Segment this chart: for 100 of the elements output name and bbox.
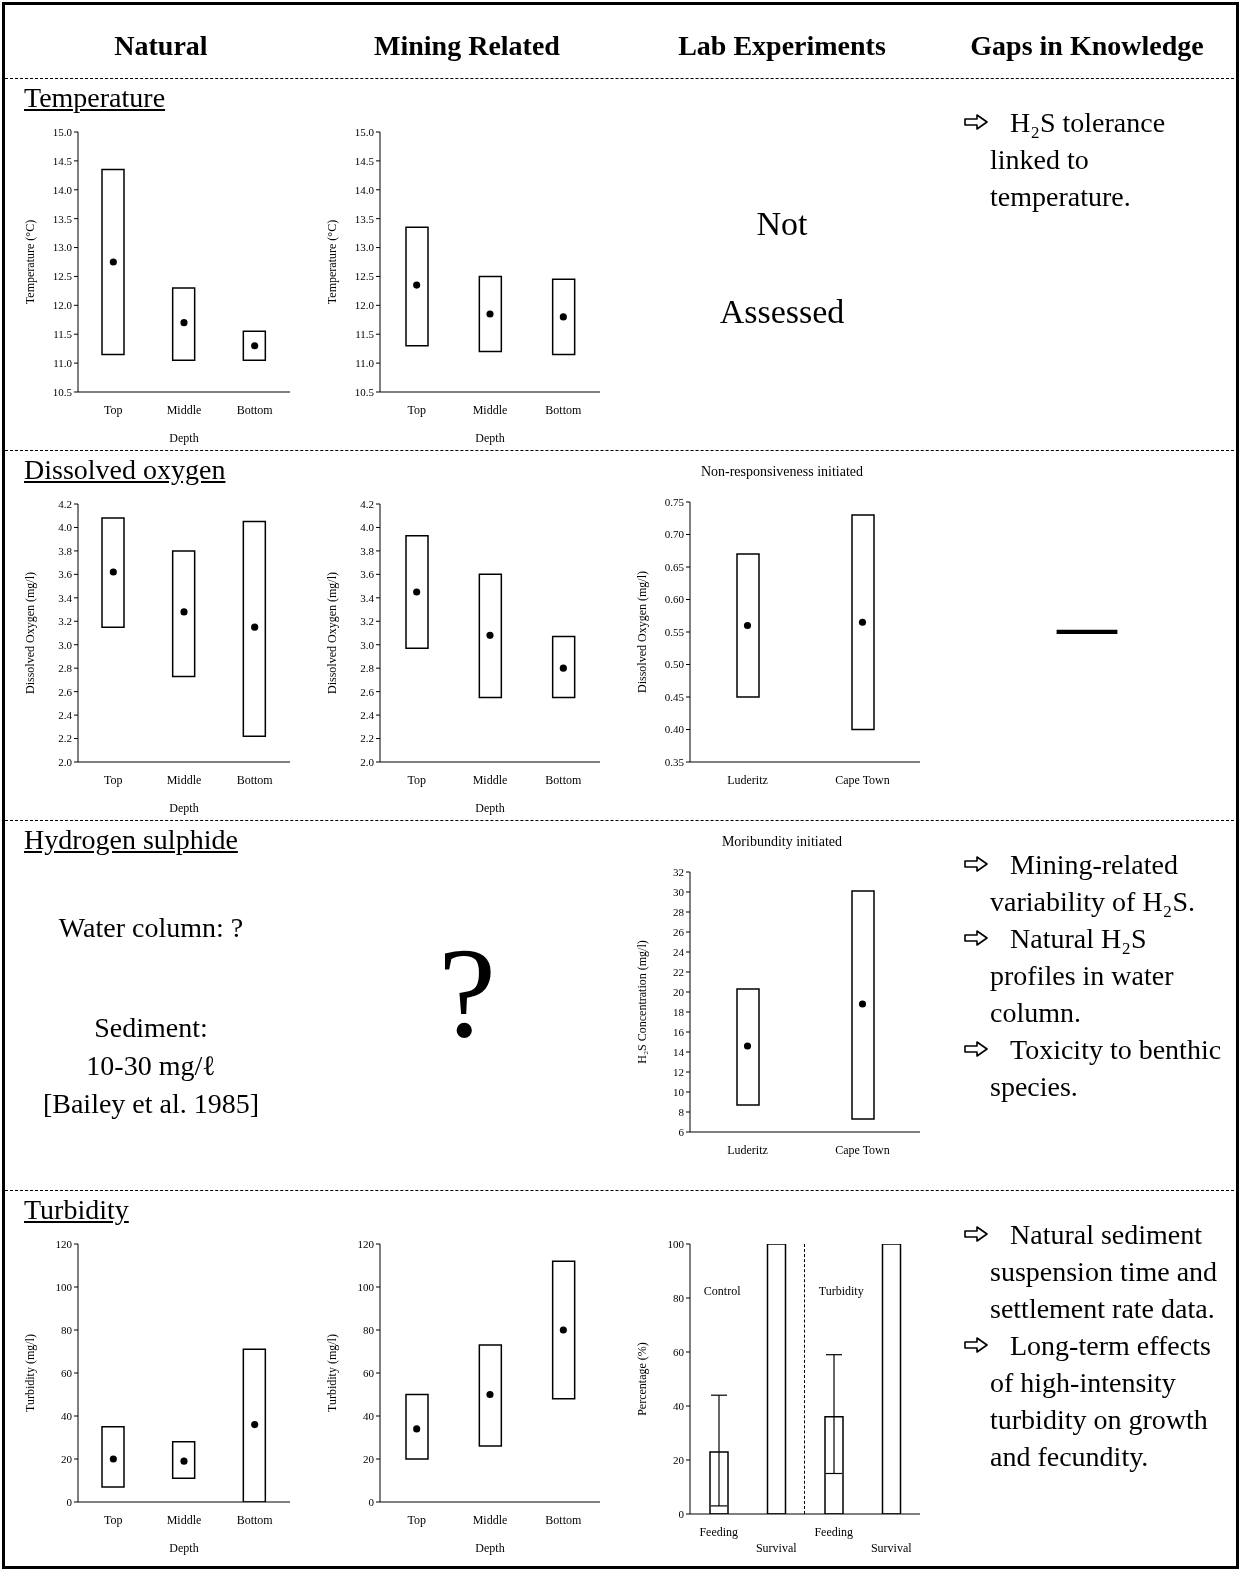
bar	[242, 330, 267, 361]
y-tick-label: 14.5	[354, 154, 375, 167]
y-tick-label: 10.5	[354, 385, 375, 398]
text: Mining-related variability of H₂S.	[990, 849, 1195, 917]
bar	[551, 635, 576, 699]
text: Mining Related	[373, 30, 561, 62]
bar	[405, 226, 429, 347]
y-axis-title: Temperature (°C)	[325, 219, 340, 305]
y-axis-title: Dissolved Oxygen (mg/l)	[23, 572, 38, 694]
y-tick-label: 0.75	[664, 495, 685, 508]
y-tick-label: 40	[61, 1409, 73, 1422]
y-tick-label: 2.6	[58, 685, 73, 698]
point	[251, 1421, 259, 1429]
y-tick-label: 60	[61, 1366, 73, 1379]
y-tick-label: 2.0	[58, 755, 73, 768]
y-tick-label: 24	[673, 945, 685, 958]
point	[251, 623, 259, 631]
y-tick-label: 3.0	[360, 638, 375, 651]
y-axis-title: Dissolved Oxygen (mg/l)	[325, 572, 340, 694]
y-axis-title: H₂S Concentration (mg/l)	[635, 940, 650, 1064]
y-tick-label: 3.4	[58, 591, 73, 604]
point	[413, 588, 421, 596]
x-tick-label: Middle	[166, 773, 202, 787]
y-tick-label: 40	[363, 1409, 375, 1422]
text: 10-30 mg/ℓ	[85, 1050, 217, 1082]
point	[109, 1455, 117, 1463]
x-tick-label: Top	[104, 403, 123, 417]
text: Toxicity to benthic species.	[990, 1034, 1222, 1102]
y-tick-label: 120	[55, 1237, 73, 1250]
y-tick-label: 26	[673, 925, 685, 938]
y-tick-label: 120	[357, 1237, 375, 1250]
x-tick-label: Cape Town	[835, 773, 890, 787]
y-tick-label: 0.70	[664, 528, 685, 541]
text: ?	[437, 919, 497, 1066]
bar	[242, 520, 267, 737]
y-tick-label: 0	[66, 1495, 73, 1508]
y-tick-label: 2.0	[360, 755, 375, 768]
x-tick-label: Bottom	[236, 403, 274, 417]
point	[109, 258, 117, 266]
y-tick-label: 3.6	[360, 568, 375, 581]
x-tick-label: Top	[104, 1513, 123, 1527]
bar	[478, 1344, 503, 1447]
y-tick-label: 13.5	[354, 212, 375, 225]
y-tick-label: 2.4	[360, 709, 375, 721]
bar	[171, 1441, 196, 1480]
y-tick-label: 13.5	[52, 212, 73, 225]
y-tick-label: 10	[673, 1085, 685, 1098]
x-axis-title: Depth	[169, 801, 199, 815]
y-tick-label: 3.4	[360, 591, 375, 604]
text: Water column: ?	[57, 912, 245, 944]
bar	[101, 1426, 125, 1488]
x-tick-label: Middle	[472, 1513, 508, 1527]
chart-title: Moribundity initiated	[720, 834, 844, 850]
chart-title: Turbidity	[24, 1194, 129, 1226]
chart-title: Dissolved oxygen	[24, 454, 226, 486]
text: Not Assessed	[719, 205, 845, 330]
y-tick-label: 30	[673, 885, 685, 898]
y-tick-label: 80	[363, 1323, 375, 1336]
text: Gaps in Knowledge	[969, 30, 1205, 62]
x-tick-label: Survival	[755, 1541, 798, 1555]
y-tick-label: 2.8	[58, 662, 73, 675]
text: [Bailey et al. 1985]	[41, 1088, 261, 1120]
y-tick-label: 4.2	[360, 497, 374, 510]
bar	[551, 278, 576, 356]
chart-title: Non-responsiveness initiated	[699, 464, 865, 480]
x-tick-label: Middle	[166, 1513, 202, 1527]
y-tick-label: 20	[363, 1452, 375, 1465]
point	[486, 1390, 494, 1399]
x-tick-label: Survival	[870, 1541, 913, 1555]
y-tick-label: 100	[667, 1237, 685, 1250]
y-tick-label: 2.4	[58, 709, 73, 721]
x-tick-label: Bottom	[236, 773, 274, 787]
y-tick-label: 16	[673, 1025, 685, 1038]
x-tick-label: Bottom	[545, 403, 582, 417]
point	[559, 664, 567, 672]
y-tick-label: 13.0	[354, 241, 375, 254]
point	[413, 1425, 421, 1433]
x-tick-label: Middle	[472, 403, 508, 417]
text: Natural	[113, 30, 209, 62]
x-axis-title: Depth	[475, 1541, 505, 1555]
bar	[405, 534, 429, 649]
x-tick-label: Feeding	[699, 1525, 739, 1539]
x-tick-label: Bottom	[545, 1513, 582, 1527]
y-tick-label: 0.65	[664, 560, 685, 573]
text: Lab Experiments	[677, 30, 887, 62]
y-tick-label: 12.0	[52, 299, 73, 312]
y-tick-label: 14.0	[52, 183, 73, 196]
text: Sediment:	[93, 1012, 209, 1044]
y-tick-label: 3.8	[360, 544, 375, 557]
y-axis-title: Turbidity (mg/l)	[325, 1334, 340, 1412]
point	[180, 1457, 188, 1465]
x-axis-title: Depth	[169, 431, 199, 445]
y-tick-label: 20	[61, 1452, 73, 1465]
text: Natural H₂S profiles in water column.	[990, 923, 1174, 1028]
x-tick-label: Middle	[472, 773, 508, 787]
y-tick-label: 3.8	[58, 544, 73, 557]
y-tick-label: 0.35	[664, 755, 685, 768]
point	[559, 313, 567, 321]
annotation: Turbidity	[818, 1284, 864, 1299]
y-tick-label: 6	[678, 1125, 685, 1138]
